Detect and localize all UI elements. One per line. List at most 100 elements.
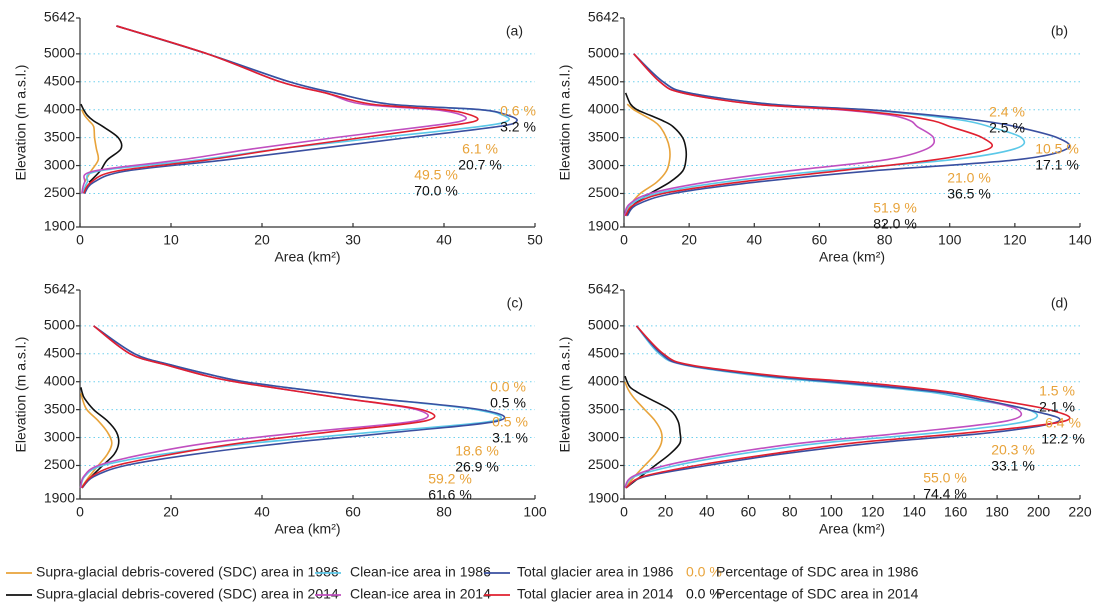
y-tick-label: 4500 <box>588 72 619 88</box>
percentage-label: 3.2 % <box>500 119 536 135</box>
y-tick-label: 4500 <box>588 344 619 360</box>
percentage-label: 10.5 % <box>1035 141 1079 157</box>
x-tick-label: 40 <box>254 504 270 520</box>
x-tick-label: 0 <box>620 232 628 248</box>
panel-title: (c) <box>507 295 523 311</box>
x-axis-label: Area (km²) <box>274 249 340 265</box>
x-tick-label: 80 <box>877 232 893 248</box>
percentage-label: 82.0 % <box>873 216 917 232</box>
legend-label: Clean-ice area in 2014 <box>350 586 491 602</box>
area-curve <box>80 392 113 489</box>
area-curve <box>81 109 100 183</box>
y-tick-label: 4000 <box>588 372 619 388</box>
area-curve <box>81 325 436 489</box>
area-curve <box>625 325 1061 489</box>
x-axis-label: Area (km²) <box>819 249 885 265</box>
area-curve <box>624 53 993 217</box>
y-tick-label: 4500 <box>44 344 75 360</box>
y-tick-label: 2500 <box>44 184 75 200</box>
y-axis-label: Elevation (m a.s.l.) <box>557 65 573 181</box>
x-tick-label: 20 <box>254 232 270 248</box>
y-tick-label: 4000 <box>44 372 75 388</box>
x-tick-label: 140 <box>1068 232 1092 248</box>
percentage-label: 20.3 % <box>991 442 1035 458</box>
area-curve <box>80 103 123 183</box>
x-tick-label: 0 <box>76 504 84 520</box>
percentage-label: 61.6 % <box>428 487 472 503</box>
x-tick-label: 220 <box>1068 504 1092 520</box>
y-tick-label: 3500 <box>588 400 619 416</box>
percentage-label: 0.0 % <box>490 379 526 395</box>
y-tick-label: 3500 <box>588 128 619 144</box>
area-curve <box>83 25 518 194</box>
percentage-label: 3.1 % <box>492 430 528 446</box>
legend-sample: 0.0 % <box>686 586 722 602</box>
panel-title: (b) <box>1051 23 1068 39</box>
percentage-label: 21.0 % <box>947 170 991 186</box>
x-tick-label: 180 <box>985 504 1009 520</box>
percentage-label: 74.4 % <box>923 486 967 502</box>
area-curve <box>624 325 1039 489</box>
area-curve <box>82 25 479 194</box>
legend-label: Supra-glacial debris-covered (SDC) area … <box>36 564 339 580</box>
legend-label: Total glacier area in 2014 <box>517 586 674 602</box>
y-tick-label: 2500 <box>588 184 619 200</box>
x-tick-label: 60 <box>812 232 828 248</box>
percentage-label: 0.5 % <box>490 395 526 411</box>
y-tick-label: 3000 <box>44 156 75 172</box>
percentage-label: 0.5 % <box>492 414 528 430</box>
percentage-label: 1.5 % <box>1039 383 1075 399</box>
area-curve <box>626 53 1071 217</box>
y-tick-label: 2500 <box>44 456 75 472</box>
area-curve <box>80 387 120 489</box>
legend-label: Supra-glacial debris-covered (SDC) area … <box>36 586 339 602</box>
x-tick-label: 10 <box>163 232 179 248</box>
x-tick-label: 20 <box>681 232 697 248</box>
y-axis-label: Elevation (m a.s.l.) <box>13 337 29 453</box>
percentage-label: 0.6 % <box>500 103 536 119</box>
y-tick-label: 2500 <box>588 456 619 472</box>
percentage-label: 2.5 % <box>989 120 1025 136</box>
percentage-label: 36.5 % <box>947 186 991 202</box>
x-tick-label: 100 <box>523 504 547 520</box>
x-tick-label: 0 <box>620 504 628 520</box>
area-curve <box>625 325 1071 489</box>
percentage-label: 51.9 % <box>873 200 917 216</box>
x-tick-label: 30 <box>345 232 361 248</box>
percentage-label: 49.5 % <box>414 167 458 183</box>
y-tick-label: 5000 <box>588 317 619 333</box>
y-tick-label: 1900 <box>44 490 75 506</box>
x-tick-label: 80 <box>782 504 798 520</box>
x-axis-label: Area (km²) <box>274 521 340 537</box>
y-tick-label: 4000 <box>588 100 619 116</box>
legend-label: Percentage of SDC area in 2014 <box>716 586 919 602</box>
x-tick-label: 20 <box>658 504 674 520</box>
y-tick-label: 5000 <box>44 45 75 61</box>
y-tick-label: 3500 <box>44 128 75 144</box>
y-tick-label: 5642 <box>588 9 619 25</box>
x-tick-label: 100 <box>938 232 962 248</box>
x-tick-label: 40 <box>699 504 715 520</box>
y-tick-label: 1900 <box>588 490 619 506</box>
percentage-label: 26.9 % <box>455 459 499 475</box>
x-tick-label: 200 <box>1027 504 1051 520</box>
percentage-label: 6.1 % <box>462 141 498 157</box>
area-curve <box>624 103 671 217</box>
x-tick-label: 40 <box>746 232 762 248</box>
x-tick-label: 0 <box>76 232 84 248</box>
y-tick-label: 1900 <box>44 218 75 234</box>
percentage-label: 55.0 % <box>923 470 967 486</box>
x-tick-label: 80 <box>436 504 452 520</box>
legend-label: Percentage of SDC area in 1986 <box>716 564 919 580</box>
panel-title: (d) <box>1051 295 1068 311</box>
y-tick-label: 4500 <box>44 72 75 88</box>
area-curve <box>624 375 682 489</box>
y-tick-label: 5000 <box>588 45 619 61</box>
y-axis-label: Elevation (m a.s.l.) <box>13 65 29 181</box>
percentage-label: 12.2 % <box>1041 431 1085 447</box>
area-curve <box>624 381 663 489</box>
y-tick-label: 4000 <box>44 100 75 116</box>
x-axis-label: Area (km²) <box>819 521 885 537</box>
x-tick-label: 120 <box>861 504 885 520</box>
x-tick-label: 120 <box>1003 232 1027 248</box>
